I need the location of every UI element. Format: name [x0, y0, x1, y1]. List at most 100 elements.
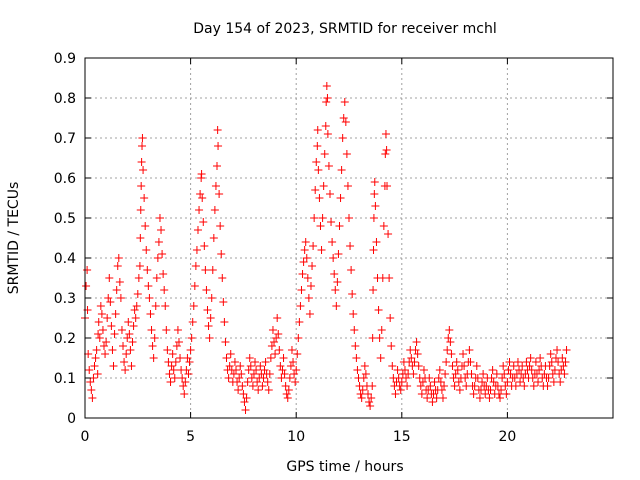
data-point	[280, 370, 289, 378]
data-point	[95, 334, 104, 342]
data-point	[327, 218, 336, 226]
data-point	[235, 374, 244, 382]
data-point	[158, 250, 167, 258]
data-point	[536, 354, 545, 362]
data-point	[448, 362, 457, 370]
data-point	[127, 362, 136, 370]
data-point	[92, 346, 101, 354]
data-point	[163, 346, 172, 354]
x-tick-label: 0	[81, 429, 90, 445]
data-point	[357, 394, 366, 402]
data-point	[210, 206, 219, 214]
data-point	[436, 378, 445, 386]
data-point	[339, 114, 348, 122]
data-point	[184, 370, 193, 378]
data-point	[528, 374, 537, 382]
data-point	[446, 338, 455, 346]
data-point	[369, 246, 378, 254]
data-point	[183, 354, 192, 362]
data-point	[285, 374, 294, 382]
data-point	[360, 362, 369, 370]
data-point	[232, 366, 241, 374]
chart-title: Day 154 of 2023, SRMTID for receiver mch…	[193, 21, 497, 37]
data-point	[110, 330, 119, 338]
data-point	[221, 338, 230, 346]
data-point	[207, 294, 216, 302]
data-point	[545, 362, 554, 370]
data-point	[173, 326, 182, 334]
data-point	[115, 278, 124, 286]
data-point	[293, 350, 302, 358]
data-point	[166, 378, 175, 386]
data-point	[425, 374, 434, 382]
data-point	[138, 142, 147, 150]
data-point	[393, 366, 402, 374]
data-point	[172, 342, 181, 350]
data-point	[313, 126, 322, 134]
x-tick-label: 20	[498, 429, 516, 445]
data-point	[355, 382, 364, 390]
data-point	[137, 182, 146, 190]
y-tick-label: 0.7	[54, 131, 76, 147]
plot-frame	[84, 57, 614, 419]
data-point	[527, 366, 536, 374]
data-point	[416, 382, 425, 390]
data-point	[554, 358, 563, 366]
data-point	[125, 330, 134, 338]
data-point	[286, 362, 295, 370]
data-point	[343, 182, 352, 190]
data-point	[195, 206, 204, 214]
data-point	[260, 366, 269, 374]
data-point	[347, 266, 356, 274]
data-point	[441, 370, 450, 378]
data-point	[178, 374, 187, 382]
data-point	[151, 302, 160, 310]
data-point	[499, 362, 508, 370]
data-point	[180, 390, 189, 398]
data-point	[475, 394, 484, 402]
data-point	[493, 382, 502, 390]
data-point	[309, 242, 318, 250]
data-point	[242, 394, 251, 402]
data-point	[98, 326, 107, 334]
data-point	[453, 366, 462, 374]
data-point	[502, 390, 511, 398]
data-point	[346, 242, 355, 250]
data-point	[244, 366, 253, 374]
data-point	[396, 386, 405, 394]
data-point	[397, 378, 406, 386]
data-point	[238, 382, 247, 390]
data-point	[256, 362, 265, 370]
data-point	[516, 378, 525, 386]
data-point	[133, 290, 142, 298]
data-point	[234, 386, 243, 394]
data-point	[200, 242, 209, 250]
data-point	[459, 350, 468, 358]
data-point	[301, 238, 310, 246]
data-point	[325, 190, 334, 198]
data-point	[161, 302, 170, 310]
data-point	[192, 246, 201, 254]
data-point	[105, 274, 114, 282]
data-point	[233, 378, 242, 386]
data-point	[556, 378, 565, 386]
data-point	[361, 370, 370, 378]
data-point	[561, 358, 570, 366]
data-point	[407, 354, 416, 362]
data-point	[497, 386, 506, 394]
data-point	[540, 370, 549, 378]
data-point	[435, 366, 444, 374]
data-point	[278, 366, 287, 374]
data-point	[444, 334, 453, 342]
data-point	[263, 378, 272, 386]
data-point	[352, 354, 361, 362]
data-point	[353, 366, 362, 374]
data-point	[316, 222, 325, 230]
data-point	[382, 146, 391, 154]
data-point	[111, 310, 120, 318]
data-point	[460, 362, 469, 370]
data-point	[467, 370, 476, 378]
data-point	[322, 82, 331, 90]
data-point	[146, 310, 155, 318]
data-point	[258, 382, 267, 390]
